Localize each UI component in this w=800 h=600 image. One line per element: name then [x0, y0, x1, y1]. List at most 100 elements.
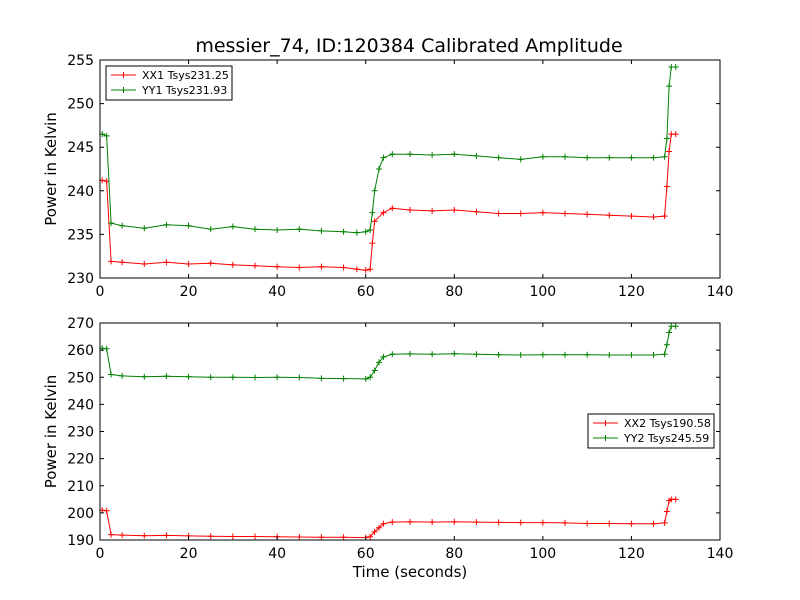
data-point [562, 519, 568, 526]
x-tick-label: 0 [96, 546, 105, 562]
y-tick-label: 210 [67, 479, 94, 495]
data-point [376, 359, 382, 366]
data-point [362, 267, 369, 274]
data-point [389, 151, 396, 158]
data-point [207, 226, 214, 233]
x-tick-label: 80 [445, 284, 463, 300]
series-2-group [99, 323, 679, 382]
x-tick-label: 140 [707, 284, 734, 300]
data-point [407, 206, 413, 213]
data-point [371, 187, 378, 194]
y-tick-label: 235 [67, 227, 94, 243]
legend-item: YY1 Tsys231.93 [111, 84, 227, 97]
data-point [108, 531, 115, 538]
data-point [672, 131, 679, 138]
y-tick-label: 220 [67, 452, 94, 468]
data-point [672, 496, 679, 503]
data-point [141, 225, 148, 232]
data-point [274, 263, 281, 270]
legend-box [587, 413, 715, 449]
data-point [606, 212, 613, 219]
data-point [429, 351, 436, 358]
data-point [380, 154, 387, 161]
data-point [451, 350, 458, 357]
data-point [650, 154, 657, 161]
data-point [141, 373, 148, 380]
data-point [119, 259, 126, 266]
data-point [367, 374, 374, 381]
data-point [252, 262, 258, 269]
data-point [318, 375, 325, 382]
data-point [389, 351, 396, 358]
data-point [296, 534, 303, 541]
data-point [650, 352, 657, 359]
legend-marker [120, 72, 127, 78]
data-point [661, 213, 668, 220]
data-point [163, 259, 170, 266]
data-point [473, 152, 480, 159]
data-point [163, 532, 170, 539]
data-point [296, 226, 303, 233]
series-2-group [99, 63, 679, 236]
data-point [429, 207, 436, 214]
data-point [108, 371, 115, 378]
data-point [362, 228, 369, 235]
y-tick-label: 190 [67, 533, 94, 549]
data-point [318, 263, 325, 270]
x-tick-label: 120 [618, 546, 645, 562]
y-tick-label: 250 [67, 97, 94, 113]
legend: XX1 Tsys231.25 YY1 Tsys231.93 [105, 65, 233, 101]
data-point [274, 374, 281, 381]
data-point [229, 223, 236, 230]
data-point [661, 351, 668, 358]
data-point [539, 209, 546, 216]
data-point [584, 351, 591, 358]
y-tick-label: 255 [67, 53, 94, 69]
series-1-group [99, 496, 679, 541]
data-point [119, 372, 126, 379]
data-point [584, 520, 591, 527]
data-point [517, 156, 524, 163]
data-point [296, 374, 303, 381]
data-point [371, 528, 378, 535]
series-line [102, 325, 676, 380]
data-point [252, 374, 258, 381]
x-axis-label: Time (seconds) [352, 563, 468, 581]
data-point [108, 220, 115, 227]
data-point [185, 261, 192, 268]
data-point [539, 519, 546, 526]
data-point [207, 533, 214, 540]
data-point [606, 154, 613, 161]
data-point [628, 154, 635, 161]
data-point [628, 213, 635, 220]
data-point [584, 211, 591, 218]
y-tick-label: 260 [67, 343, 94, 359]
data-point [650, 213, 657, 220]
x-tick-label: 120 [618, 284, 645, 300]
series-1-group [99, 131, 679, 274]
data-point [340, 264, 347, 271]
data-point [606, 352, 613, 359]
data-point [367, 266, 374, 273]
data-point [141, 261, 148, 268]
legend: XX2 Tsys190.58 YY2 Tsys245.59 [587, 413, 715, 449]
data-point [451, 518, 458, 525]
y-axis-label: Power in Kelvin [42, 112, 60, 226]
data-point [163, 221, 170, 228]
data-point [318, 227, 325, 234]
data-point [229, 533, 236, 540]
plot-frame [99, 59, 721, 279]
data-point [207, 260, 214, 267]
data-point [371, 218, 378, 225]
data-point [407, 350, 413, 357]
data-point [650, 520, 657, 527]
data-point [451, 151, 458, 158]
data-point [663, 183, 670, 190]
data-point [340, 534, 347, 541]
y-tick-label: 200 [67, 506, 94, 522]
data-point [517, 352, 524, 359]
x-tick-label: 20 [180, 546, 198, 562]
data-point [353, 266, 360, 273]
data-point [296, 264, 303, 271]
bottom-panel: 0 20 40 60 80 100 120 140 190 200 210 220 230 240 250 2… [42, 316, 733, 581]
